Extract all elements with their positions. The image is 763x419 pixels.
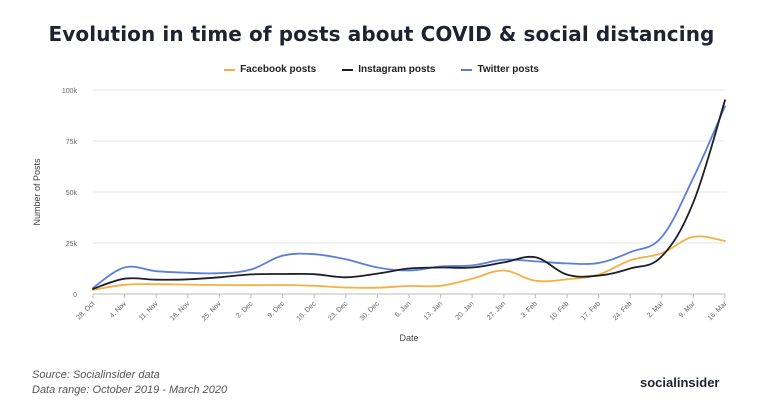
y-tick-label: 50k	[66, 190, 78, 197]
series-line-facebook	[93, 236, 725, 290]
y-tick-label: 100k	[62, 88, 78, 95]
x-tick-label: 23. Dec	[327, 300, 349, 322]
chart-footer: Source: Socialinsider data Data range: O…	[32, 368, 227, 398]
x-tick-label: 6. Jan	[394, 300, 413, 319]
x-tick-label: 18. Nov	[169, 300, 191, 322]
x-tick-label: 3. Feb	[520, 300, 539, 319]
x-tick-label: 4. Nov	[109, 300, 129, 320]
x-tick-label: 16. Mar	[707, 300, 729, 322]
x-tick-label: 9. Dec	[267, 300, 287, 320]
y-axis-title: Number of Posts	[32, 158, 42, 226]
source-note: Source: Socialinsider data	[32, 368, 227, 383]
x-tick-label: 28. Oct	[75, 300, 96, 321]
x-axis-title: Date	[399, 333, 418, 343]
date-range-note: Data range: October 2019 - March 2020	[32, 383, 227, 398]
brand-logo: socialinsider	[640, 375, 719, 390]
x-tick-label: 24. Feb	[612, 300, 634, 322]
x-tick-label: 13. Jan	[423, 300, 444, 321]
x-tick-label: 11. Nov	[138, 300, 160, 322]
y-tick-label: 0	[73, 292, 77, 299]
x-tick-label: 27. Jan	[486, 300, 507, 321]
y-tick-label: 25k	[66, 241, 78, 248]
x-tick-label: 16. Dec	[296, 300, 318, 322]
x-tick-label: 9. Mar	[678, 300, 697, 319]
x-tick-label: 25. Nov	[201, 300, 223, 322]
x-tick-label: 2. Dec	[235, 300, 255, 320]
x-tick-label: 30. Dec	[359, 300, 381, 322]
x-tick-label: 17. Feb	[580, 300, 602, 322]
x-tick-label: 2. Mar	[646, 300, 665, 319]
x-tick-label: 10. Feb	[549, 300, 571, 322]
line-chart: 0 25k 50k 75k 100k 28. Oct 4. Nov 11. Nov 18. No…	[0, 0, 763, 360]
x-tick-label: 20. Jan	[454, 300, 475, 321]
y-tick-label: 75k	[66, 139, 78, 146]
